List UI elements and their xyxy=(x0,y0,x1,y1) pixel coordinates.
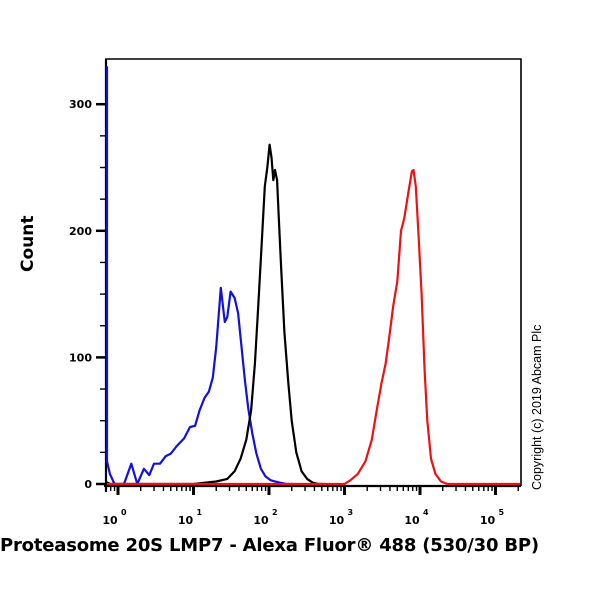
svg-text:4: 4 xyxy=(423,508,429,517)
y-tick-label: 0 xyxy=(84,478,92,491)
svg-text:10: 10 xyxy=(404,514,420,527)
svg-text:3: 3 xyxy=(348,508,354,517)
svg-text:5: 5 xyxy=(499,508,505,517)
x-tick-label: 102 xyxy=(253,508,277,527)
svg-text:10: 10 xyxy=(329,514,345,527)
svg-text:10: 10 xyxy=(102,514,118,527)
series-group xyxy=(105,66,520,486)
x-tick-label: 104 xyxy=(404,508,429,527)
plot-border xyxy=(105,58,522,486)
svg-text:2: 2 xyxy=(272,508,278,517)
y-tick-label: 300 xyxy=(69,98,92,111)
series-line-red xyxy=(107,168,520,486)
x-tick-label: 101 xyxy=(178,508,203,527)
svg-text:1: 1 xyxy=(197,508,203,517)
x-tick-label: 103 xyxy=(329,508,353,527)
y-axis: 0 100 200 300 xyxy=(69,59,108,492)
y-tick-label: 100 xyxy=(69,351,92,364)
y-tick-label: 200 xyxy=(69,225,92,238)
svg-text:10: 10 xyxy=(480,514,496,527)
y-axis-label: Count xyxy=(18,215,38,273)
series-line-black xyxy=(105,143,325,486)
svg-text:10: 10 xyxy=(178,514,194,527)
x-tick-label: 105 xyxy=(480,508,505,527)
svg-text:10: 10 xyxy=(253,514,269,527)
svg-text:0: 0 xyxy=(121,508,127,517)
copyright-notice: Copyright (c) 2019 Abcam Plc xyxy=(530,324,544,490)
x-tick-label: 100 xyxy=(102,508,127,527)
x-axis-label: Proteasome 20S LMP7 - Alexa Fluor® 488 (… xyxy=(0,535,539,556)
plot-frame xyxy=(105,58,522,486)
series-line-blue xyxy=(105,66,294,486)
